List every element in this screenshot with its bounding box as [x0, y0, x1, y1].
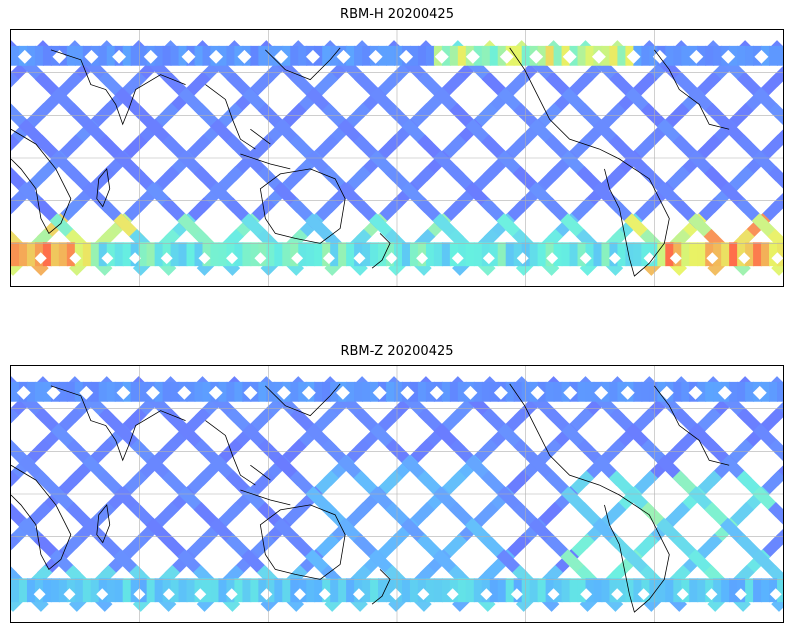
map-canvas-rbm-z	[11, 366, 783, 622]
graticule	[11, 30, 783, 286]
map-canvas-rbm-h	[11, 30, 783, 286]
swath-layer	[11, 40, 783, 276]
map-panel-rbm-h	[10, 29, 784, 287]
graticule	[11, 366, 783, 622]
gap-layer	[16, 385, 782, 601]
map-panel-rbm-z	[10, 365, 784, 623]
panel-title-rbm-z: RBM-Z 20200425	[340, 344, 454, 359]
coastlines	[11, 383, 730, 613]
coastlines	[11, 47, 730, 277]
panel-title-rbm-h: RBM-H 20200425	[340, 7, 454, 22]
